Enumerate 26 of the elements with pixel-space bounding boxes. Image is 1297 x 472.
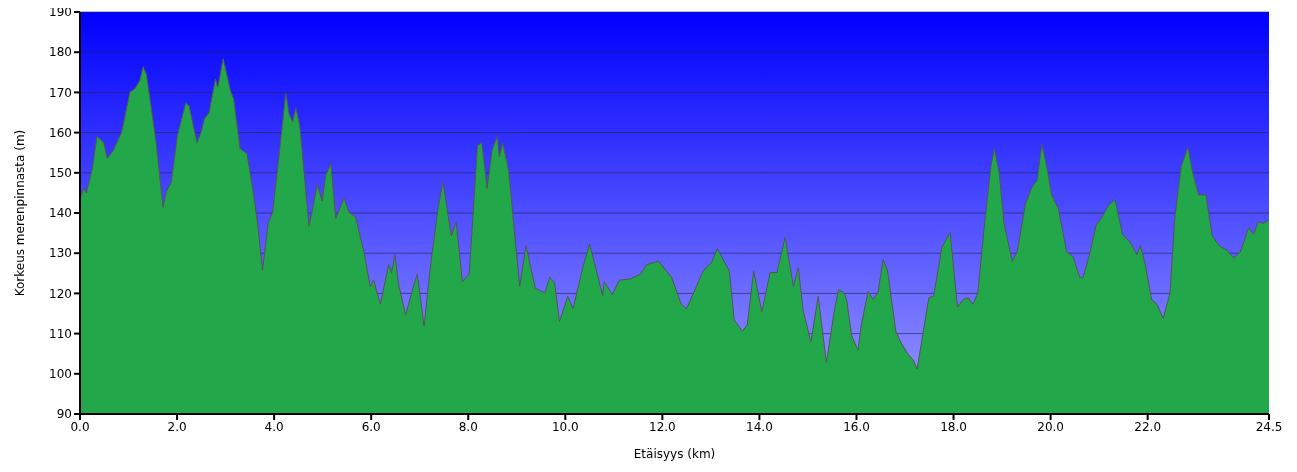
x-axis-title: Etäisyys (km)	[633, 447, 716, 461]
y-tick-label: 150	[49, 166, 72, 181]
y-tick-label: 130	[49, 246, 72, 261]
y-axis-title: Korkeus merenpinnasta (m)	[13, 129, 28, 297]
x-tick-label: 12.0	[649, 419, 676, 434]
y-tick-label: 180	[49, 45, 72, 60]
x-tick-label: 2.0	[167, 419, 187, 434]
x-tick-label: 24.5	[1255, 419, 1283, 434]
x-tick-label: 16.0	[843, 419, 870, 434]
x-tick-label: 22.0	[1134, 419, 1162, 434]
y-tick-label: 100	[49, 367, 72, 382]
y-tick-label: 90	[56, 407, 72, 422]
y-tick-label: 140	[49, 206, 72, 221]
y-tick-label: 120	[49, 286, 72, 301]
x-tick-label: 18.0	[940, 419, 967, 434]
x-tick-label: 10.0	[551, 419, 579, 434]
x-tick-label: 4.0	[264, 419, 284, 434]
x-tick-label: 14.0	[746, 419, 773, 434]
x-tick-label: 0.0	[70, 419, 90, 434]
x-tick-label: 20.0	[1037, 419, 1064, 434]
x-tick-label: 8.0	[458, 419, 478, 434]
y-tick-label: 160	[49, 125, 72, 140]
y-tick-label: 170	[49, 85, 72, 100]
y-tick-label: 110	[49, 326, 72, 341]
y-tick-label: 190	[49, 5, 72, 20]
x-tick-label: 6.0	[361, 419, 381, 434]
